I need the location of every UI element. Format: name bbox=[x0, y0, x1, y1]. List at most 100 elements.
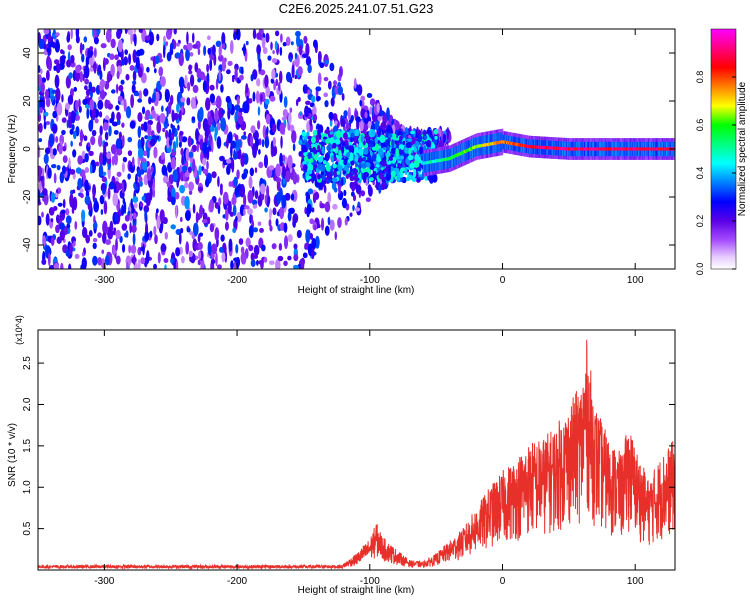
spectrogram-x-axis: -300 -200 -100 0 100 bbox=[94, 29, 644, 286]
spectrogram-cell bbox=[179, 131, 184, 136]
spectrogram-cell bbox=[379, 134, 386, 143]
spectrogram-cell bbox=[228, 181, 233, 188]
spectrogram-cell bbox=[330, 155, 334, 163]
spectrogram-cell bbox=[118, 131, 122, 140]
spectrogram-cell bbox=[332, 163, 338, 169]
spectrogram-cell bbox=[254, 137, 260, 148]
spectrogram-cell bbox=[232, 204, 237, 217]
spectrogram-cell bbox=[225, 69, 231, 75]
spectrogram-cell bbox=[230, 143, 233, 158]
spectrogram-cell bbox=[315, 134, 320, 144]
spectrogram-cell bbox=[409, 162, 416, 169]
spectrogram-cell bbox=[323, 160, 327, 165]
x-tick-label: 100 bbox=[627, 576, 644, 587]
spectrogram-cell bbox=[202, 118, 209, 132]
spectrogram-cell bbox=[68, 157, 71, 169]
spectrogram-cell bbox=[354, 173, 359, 182]
spectrogram-cell bbox=[218, 45, 222, 57]
y-tick-label: 2.5 bbox=[22, 356, 33, 370]
spectrogram-cell bbox=[51, 89, 57, 94]
spectrogram-cell bbox=[385, 152, 390, 157]
spectrogram-cell bbox=[410, 130, 416, 135]
spectrogram-cell bbox=[84, 195, 91, 205]
spectrogram-cell bbox=[395, 147, 399, 157]
spectrogram-cell bbox=[48, 264, 55, 269]
colorbar-tick-label: 0.0 bbox=[695, 263, 705, 276]
spectrogram-cell bbox=[168, 101, 172, 115]
spectrogram-cell bbox=[82, 227, 88, 239]
spectrogram-cell bbox=[175, 135, 179, 149]
spectrogram-cell bbox=[161, 105, 164, 112]
x-tick-label: -100 bbox=[360, 576, 380, 587]
spectrogram-cell bbox=[277, 255, 284, 262]
spectrogram-cell bbox=[323, 76, 329, 82]
spectrogram-cell bbox=[115, 138, 122, 151]
spectrogram-cell bbox=[236, 96, 240, 106]
spectrogram-cell bbox=[130, 224, 137, 233]
spectrogram-cell bbox=[251, 199, 258, 206]
spectrogram-cell bbox=[260, 93, 263, 103]
spectrogram-cell bbox=[84, 166, 90, 174]
spectrogram-cell bbox=[341, 118, 346, 128]
spectrogram-cell bbox=[178, 109, 182, 122]
spectrogram-cell bbox=[160, 76, 166, 88]
spectrogram-cell bbox=[239, 183, 246, 198]
spectrogram-cell bbox=[121, 223, 128, 231]
spectrogram-cell bbox=[144, 208, 147, 223]
spectrogram-cell bbox=[83, 65, 90, 79]
spectrogram-cell bbox=[293, 264, 299, 269]
spectrogram-cell bbox=[56, 102, 63, 116]
spectrogram-cell bbox=[66, 34, 71, 43]
spectrogram-cell bbox=[253, 244, 260, 256]
spectrogram-cell bbox=[354, 207, 361, 212]
spectrogram-cell bbox=[222, 191, 229, 205]
spectrogram-cell bbox=[219, 246, 224, 253]
spectrogram-cell bbox=[258, 58, 262, 72]
spectrogram-cell bbox=[269, 95, 276, 102]
spectrogram-cell bbox=[67, 94, 74, 105]
spectrogram-cell bbox=[66, 59, 72, 68]
spectrogram-cell bbox=[81, 53, 85, 63]
spectrogram-cell bbox=[164, 232, 168, 240]
spectrogram-cell bbox=[122, 156, 128, 163]
spectrogram-cell bbox=[117, 39, 123, 53]
spectrogram-cell bbox=[202, 168, 209, 174]
spectrogram-cell bbox=[118, 84, 124, 92]
spectrogram-cell bbox=[113, 152, 119, 166]
spectrogram-cell bbox=[199, 204, 204, 219]
spectrogram-cell bbox=[110, 63, 115, 77]
spectrogram-cell bbox=[38, 144, 41, 158]
spectrogram-cell bbox=[61, 209, 66, 214]
spectrogram-cell bbox=[146, 168, 152, 182]
spectrogram-cell bbox=[173, 112, 179, 120]
spectrogram-cell bbox=[406, 138, 413, 142]
spectrogram-cell bbox=[232, 152, 238, 160]
spectrogram-cell bbox=[320, 217, 325, 231]
spectrogram-cell bbox=[89, 46, 94, 51]
spectrogram-cell bbox=[280, 135, 283, 149]
spectrogram-cell bbox=[301, 131, 307, 137]
spectrogram-cell bbox=[42, 196, 49, 203]
spectrogram-cell bbox=[215, 95, 222, 109]
spectrogram-cell bbox=[208, 199, 214, 213]
spectrogram-cell bbox=[288, 208, 293, 213]
spectrogram-cell bbox=[376, 166, 381, 172]
spectrogram-cell bbox=[287, 211, 292, 222]
spectrogram-cell bbox=[214, 227, 220, 241]
spectrogram-cell bbox=[133, 91, 140, 97]
spectrogram-cell bbox=[175, 260, 179, 269]
spectrogram-cell bbox=[416, 177, 420, 182]
spectrogram-cell bbox=[75, 29, 80, 40]
spectrogram-cell bbox=[53, 65, 57, 71]
spectrogram-cell bbox=[114, 213, 119, 222]
spectrogram-cell bbox=[284, 235, 288, 250]
spectrogram-cell bbox=[259, 183, 266, 195]
spectrogram-cell bbox=[92, 189, 96, 203]
spectrogram-cell bbox=[70, 110, 76, 124]
spectrogram-cell bbox=[343, 189, 347, 197]
spectrogram-cell bbox=[48, 133, 55, 147]
spectrogram-cell bbox=[366, 109, 370, 121]
spectrogram-cell bbox=[344, 144, 349, 150]
spectrogram-y-axis: -40 -20 0 20 40 bbox=[22, 47, 675, 252]
